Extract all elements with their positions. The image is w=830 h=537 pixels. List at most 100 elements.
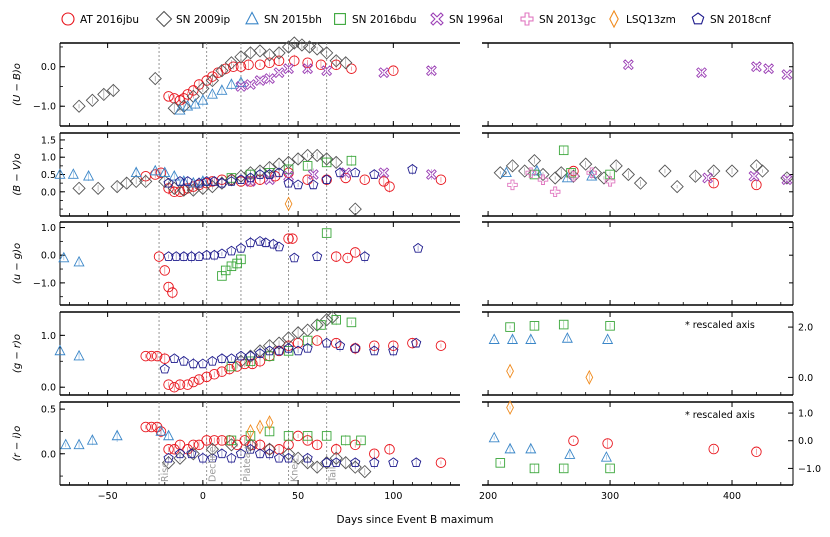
- data-point: [83, 169, 95, 181]
- x-tick-label: −50: [98, 491, 118, 502]
- data-point: [216, 448, 227, 459]
- data-point: [163, 452, 174, 463]
- data-point: [273, 452, 285, 463]
- series-at-2016jbu: [140, 165, 762, 198]
- data-point: [207, 355, 218, 366]
- panel-g-r: 0.0 1.0 0.0 2.0 (g − r)o * rescaled axis: [12, 310, 813, 396]
- data-point: [340, 435, 351, 446]
- data-point: [289, 252, 300, 263]
- data-point: [291, 152, 305, 166]
- data-point: [566, 169, 581, 183]
- data-point: [254, 169, 266, 179]
- data-point: [182, 99, 194, 111]
- data-point: [54, 168, 66, 179]
- y-tick-label: 0.0: [41, 62, 56, 73]
- panel-u-b: −1.0 0.0 (U − B)o: [12, 36, 794, 127]
- data-point: [529, 169, 540, 180]
- data-point: [264, 448, 275, 459]
- data-point: [708, 443, 719, 455]
- data-point: [273, 67, 285, 79]
- data-point: [226, 353, 237, 364]
- data-point: [226, 435, 237, 446]
- data-point: [163, 281, 174, 293]
- data-point: [67, 168, 79, 179]
- data-point: [146, 421, 157, 433]
- rescaled-axis-note: * rescaled axis: [685, 410, 755, 421]
- phase-label: Rise: [160, 462, 171, 482]
- phase-label: Tail: [328, 467, 339, 483]
- y-axis-label: (g − r)o: [12, 334, 23, 373]
- series-sn-1996al: [235, 59, 793, 92]
- data-point: [331, 457, 342, 468]
- data-point: [334, 340, 346, 351]
- data-point: [348, 202, 362, 216]
- data-point: [558, 319, 569, 330]
- data-point: [329, 54, 343, 68]
- data-point: [339, 456, 353, 470]
- data-point: [273, 345, 285, 356]
- data-point: [407, 337, 418, 349]
- legend-marker-triangle: [245, 11, 259, 25]
- data-point: [161, 456, 176, 470]
- data-point: [300, 456, 315, 470]
- data-point: [558, 145, 569, 156]
- data-point: [86, 434, 98, 445]
- data-point: [435, 340, 447, 351]
- data-point: [349, 247, 361, 258]
- data-point: [178, 355, 189, 366]
- data-point: [178, 175, 190, 186]
- data-point: [234, 50, 248, 64]
- data-point: [256, 419, 264, 435]
- data-point: [209, 176, 220, 186]
- series-sn-2016bdu: [217, 228, 332, 281]
- data-point: [321, 431, 332, 441]
- chart-panels: −1.00.0(U − B)o0.00.51.01.5(B − V)o −1.0 0…: [12, 36, 821, 502]
- panel-b-v: 0.0 0.5 1.0 1.5 (B − V)o: [12, 132, 794, 217]
- data-point: [254, 348, 266, 358]
- data-point: [146, 350, 157, 362]
- x-tick-label: 0: [200, 491, 206, 502]
- data-point: [247, 358, 258, 370]
- legend-entry: SN 2018cnf: [691, 12, 771, 26]
- data-point: [586, 167, 598, 179]
- data-point: [310, 148, 324, 163]
- data-point: [369, 457, 380, 468]
- y-tick-label-right: 1.0: [798, 409, 813, 420]
- data-point: [330, 251, 342, 262]
- data-point: [235, 174, 247, 185]
- data-point: [174, 439, 186, 451]
- series-sn-2016bdu: [226, 426, 615, 474]
- data-point: [283, 177, 294, 188]
- data-point: [688, 169, 703, 183]
- data-point: [224, 363, 235, 375]
- legend-label: LSQ13zm: [626, 14, 676, 26]
- data-point: [346, 155, 357, 166]
- data-point: [291, 451, 305, 465]
- data-point: [302, 431, 313, 441]
- y-tick-label-right: −1.0: [798, 464, 821, 475]
- data-point: [169, 353, 180, 364]
- data-point: [253, 44, 267, 58]
- data-point: [205, 179, 220, 194]
- legend-marker-circle: [61, 12, 75, 26]
- data-point: [600, 451, 612, 462]
- data-point: [330, 444, 342, 455]
- phase-label: Plateau: [242, 446, 253, 482]
- data-point: [763, 63, 775, 75]
- data-point: [725, 164, 739, 178]
- data-point: [388, 457, 399, 468]
- x-tick-label: 50: [292, 491, 304, 502]
- data-point: [139, 174, 153, 189]
- data-point: [609, 159, 623, 173]
- data-point: [163, 444, 174, 455]
- data-point: [425, 65, 437, 77]
- data-point: [284, 196, 293, 212]
- data-point: [264, 169, 275, 179]
- data-point: [216, 248, 227, 259]
- legend-label: SN 2015bh: [264, 14, 322, 26]
- legend-label: SN 2016bdu: [352, 14, 417, 26]
- data-point: [320, 313, 334, 327]
- data-point: [755, 164, 770, 178]
- data-point: [633, 176, 648, 190]
- data-point: [378, 67, 390, 79]
